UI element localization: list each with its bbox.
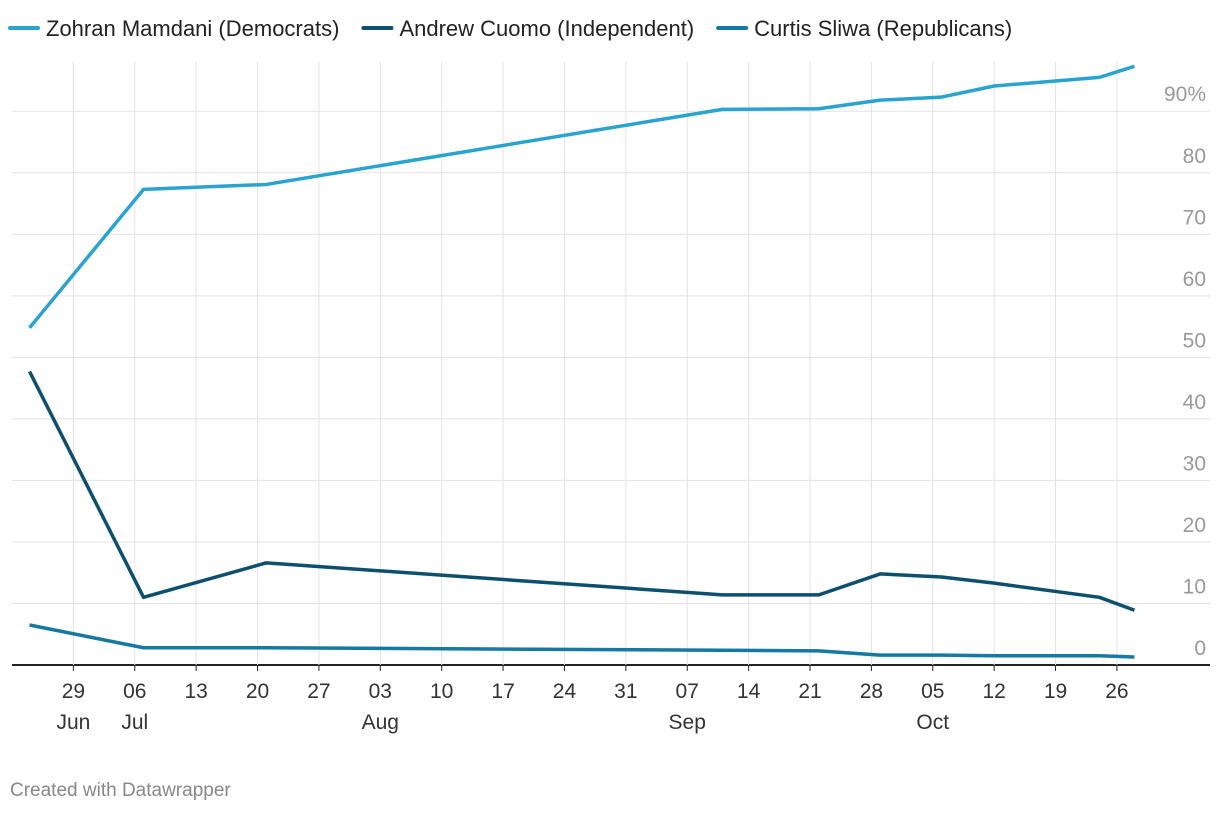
x-tick-label: 17 [491,680,514,703]
y-tick-label: 30 [1183,452,1206,475]
x-tick-label: 21 [798,680,821,703]
x-tick-label: 06 [123,680,146,703]
y-tick-label: 0 [1194,637,1206,660]
x-tick-label: 14 [737,680,761,703]
legend-label: Zohran Mamdani (Democrats) [46,16,339,41]
legend-label: Andrew Cuomo (Independent) [399,16,694,41]
y-tick-label: 50 [1183,329,1206,352]
x-tick-label: 20 [246,680,269,703]
y-tick-label: 20 [1183,514,1206,537]
y-tick-label: 10 [1183,575,1206,598]
x-tick-label: 29 [62,680,85,703]
legend-label: Curtis Sliwa (Republicans) [754,16,1012,41]
x-tick-label: 10 [430,680,453,703]
y-tick-label: 70 [1183,206,1206,229]
x-tick-label: 27 [307,680,330,703]
footer: Created with Datawrapper [10,780,231,801]
x-tick-label: 28 [860,680,883,703]
month-label: Aug [362,711,399,734]
x-tick-label: 24 [553,680,577,703]
x-tick-label: 13 [184,680,207,703]
series-line [29,623,1135,659]
x-tick-label: 05 [921,680,944,703]
month-label: Jul [121,711,148,734]
series-line [28,64,1135,329]
x-tick-label: 26 [1105,680,1128,703]
x-tick-label: 19 [1044,680,1067,703]
x-tick-label: 31 [614,680,637,703]
month-label: Sep [669,711,706,734]
month-label: Jun [56,711,90,734]
y-tick-label: 80 [1183,145,1206,168]
y-tick-label: 40 [1183,391,1206,414]
x-tick-label: 12 [982,680,1005,703]
series-line [27,370,1136,612]
month-label: Oct [916,711,949,734]
y-tick-label: 90% [1164,83,1206,106]
y-tick-label: 60 [1183,268,1206,291]
x-tick-label: 07 [676,680,699,703]
x-tick-label: 03 [369,680,392,703]
